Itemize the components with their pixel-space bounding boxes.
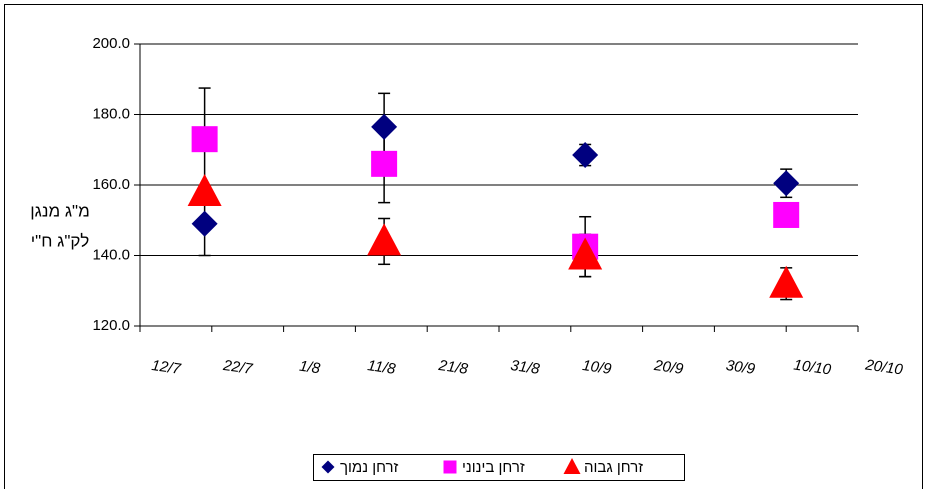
point (773, 201, 800, 228)
x-tick-label: 21/8 (437, 357, 470, 378)
point (191, 126, 218, 153)
x-tick-label: 22/7 (221, 357, 254, 378)
x-tick-label: 31/8 (509, 357, 541, 378)
point (568, 237, 603, 270)
x-tick-label: 11/8 (366, 357, 397, 378)
legend-marker (321, 460, 335, 474)
x-tick-label: 20/10 (863, 356, 904, 378)
y-tick-label: 200.0 (92, 35, 130, 52)
y-tick-label: 120.0 (92, 317, 130, 334)
point (191, 210, 218, 237)
point (367, 223, 402, 256)
x-tick-label: 1/8 (298, 358, 322, 378)
y-tick-label: 160.0 (92, 176, 130, 193)
legend-label: זרחן נמוך (340, 459, 399, 476)
y-axis-label: לק"ג ח"י (31, 231, 89, 250)
point (371, 150, 398, 177)
legend-label: זרחן גבוה (584, 459, 643, 476)
x-tick-label: 10/9 (581, 357, 613, 378)
x-tick-label: 20/9 (652, 357, 685, 378)
legend-box (313, 454, 685, 481)
y-axis-label: מ"ג מנגן (30, 201, 90, 220)
legend-marker (443, 460, 457, 474)
x-tick-label: 30/9 (725, 357, 757, 378)
point (769, 265, 804, 298)
y-tick-label: 140.0 (92, 246, 130, 263)
x-tick-label: 12/7 (150, 357, 182, 378)
point (187, 174, 222, 207)
chart-frame (4, 4, 923, 489)
point (371, 113, 398, 140)
point (773, 170, 800, 197)
legend-marker (563, 458, 581, 474)
x-tick-label: 10/10 (793, 356, 833, 378)
y-tick-label: 180.0 (92, 105, 130, 122)
legend-label: זרחן בינוני (462, 459, 525, 476)
point (572, 142, 599, 169)
